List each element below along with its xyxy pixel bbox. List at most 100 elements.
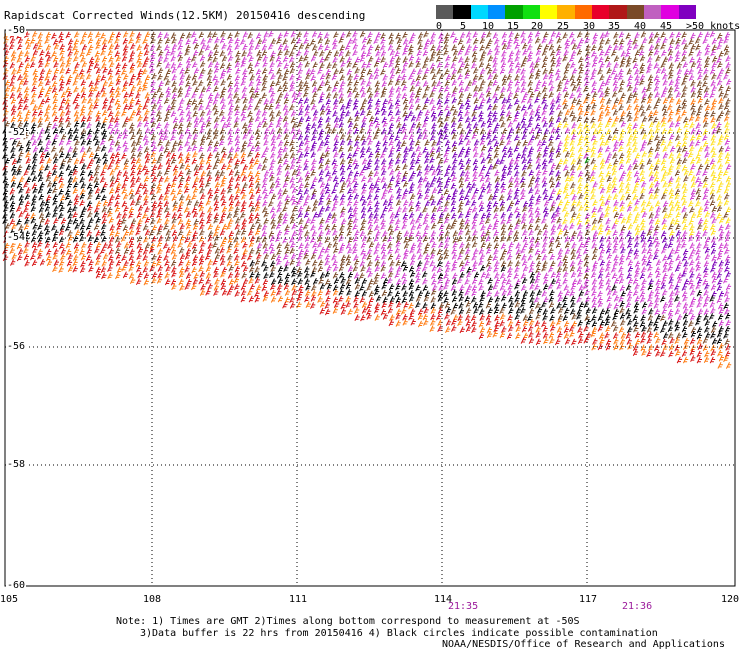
wind-barb [394,61,400,69]
wind-barb [660,116,667,123]
wind-barb [249,205,256,213]
wind-barb [486,242,492,250]
wind-barb [270,217,276,225]
wind-barb [570,79,576,87]
wind-barb [277,283,283,291]
wind-barb [605,170,611,178]
wind-barb [156,276,163,284]
wind-barb [52,152,59,160]
wind-barb [492,115,498,123]
wind-barb [416,151,423,159]
wind-barb [683,128,689,136]
wind-barb [612,109,619,116]
wind-barb [598,110,605,118]
wind-barb [585,318,591,326]
wind-barb [451,318,457,326]
wind-barb [311,122,317,130]
wind-barb [527,324,534,332]
wind-barb [634,68,640,76]
wind-barb [246,50,253,58]
wind-barb [317,84,323,92]
wind-barb [499,331,505,339]
wind-barb [213,108,219,116]
wind-barb [486,116,492,124]
wind-barb [408,289,414,297]
wind-barb [305,73,311,80]
wind-barb [86,162,92,170]
wind-barb [543,31,549,39]
wind-barb [668,133,675,141]
wind-barb [73,120,80,128]
wind-barb [130,163,137,171]
wind-barb [561,74,568,82]
wind-barb [417,182,423,189]
wind-barb [522,235,528,243]
wind-barb [597,44,603,52]
wind-barb [661,338,667,346]
wind-barb [17,43,23,51]
wind-barb [171,270,177,278]
wind-barb [458,79,464,87]
wind-barb [667,139,673,147]
wind-barb [464,98,471,106]
wind-barb [478,278,484,286]
wind-barb [367,31,373,39]
wind-barb [178,200,184,207]
wind-barb [640,266,647,274]
wind-barb [690,355,696,362]
wind-barb [151,145,157,153]
wind-barb [667,180,673,188]
wind-barb [612,79,618,87]
wind-barb [660,42,666,50]
wind-barb [513,193,519,200]
wind-barb [520,60,526,68]
wind-barb [584,212,591,220]
wind-barb [37,170,43,177]
wind-barb [613,31,619,39]
wind-barb [283,158,289,166]
wind-barb [234,283,240,291]
wind-barb [689,301,695,309]
wind-barb [429,181,435,188]
wind-barb [690,188,696,196]
wind-barb [37,43,43,51]
wind-barb [178,194,185,202]
wind-barb [571,115,577,122]
wind-barb [73,110,79,117]
wind-barb [270,139,276,147]
wind-barb [604,104,610,112]
wind-barb [220,278,226,286]
wind-barb [109,224,115,232]
wind-barb [9,212,15,219]
wind-barb [680,193,687,201]
wind-barb [191,55,197,62]
wind-barb [564,62,571,69]
wind-barb [87,31,93,39]
wind-barb [396,186,402,194]
wind-barb [93,236,99,244]
wind-barb [326,264,332,272]
wind-barb [394,79,401,86]
wind-barb [73,242,80,250]
wind-barb [584,229,591,237]
wind-barb [479,44,485,52]
wind-barb [95,241,102,249]
wind-barb [262,278,268,286]
wind-barb [52,55,59,63]
wind-barb [471,109,477,117]
wind-barb [458,92,464,99]
wind-barb [590,134,597,142]
wind-barb [192,254,198,262]
wind-barb [619,229,625,237]
wind-barb [591,60,597,68]
wind-barb [115,182,122,190]
wind-barb [528,229,534,237]
wind-barb [492,134,498,142]
wind-barb [436,67,442,75]
wind-barb [689,56,695,64]
wind-barb [557,290,563,298]
wind-barb [654,308,660,316]
wind-barb [710,344,716,352]
wind-barb [305,289,311,297]
